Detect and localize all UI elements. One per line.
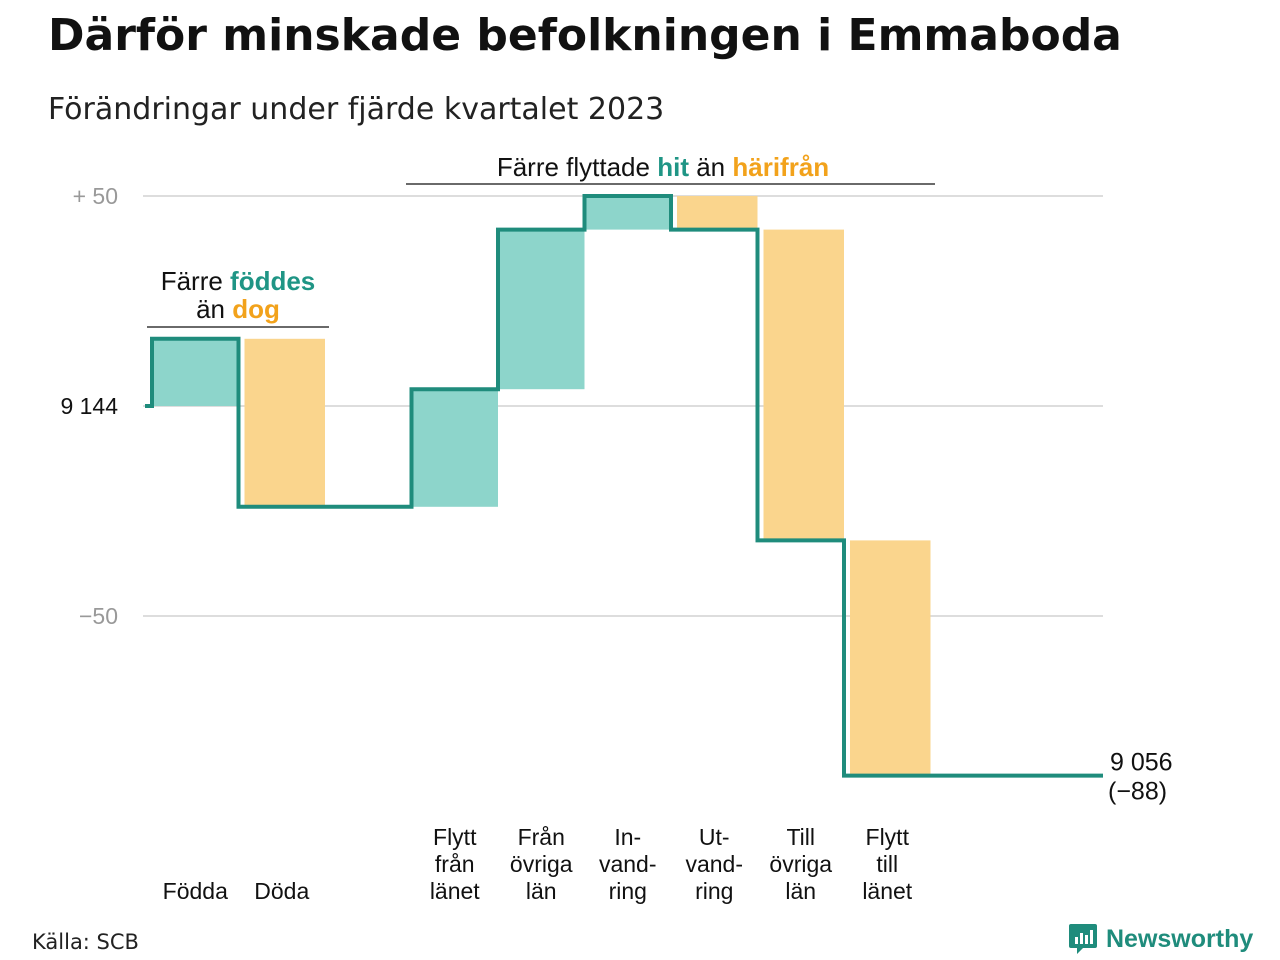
category-label: vand- [599,851,657,877]
annotation-births: än dog [196,294,280,324]
category-label: Från [518,824,565,850]
category-label: Till [786,824,815,850]
chart-subtitle: Förändringar under fjärde kvartalet 2023 [48,92,665,127]
category-label: Flytt [866,824,910,850]
category-label: ring [609,878,647,904]
bar-chart-speech-bubble-icon [1069,924,1097,954]
category-label: Flytt [433,824,477,850]
bar-födda [152,338,239,406]
source-note: Källa: SCB [32,930,139,954]
category-label: länet [430,878,480,904]
bar-in--vand--ring [584,196,671,230]
category-label: ring [695,878,733,904]
brand-name: Newsworthy [1106,924,1254,953]
bar-ut--vand--ring [677,196,758,230]
y-tick-label: −50 [79,603,118,629]
category-label: vand- [685,851,743,877]
annotation-migration: Färre flyttade hit än härifrån [497,152,829,182]
end-value-label: 9 056 [1110,749,1173,777]
category-label: övriga [769,851,832,877]
category-label: Ut- [699,824,730,850]
category-label: från [435,851,475,877]
category-label: län [785,878,816,904]
category-label: till [876,851,898,877]
y-tick-label: 9 144 [60,393,118,419]
bar-flytt-från-länet [411,389,498,507]
brand-logo: Newsworthy [1068,922,1253,956]
y-tick-label: + 50 [73,183,118,209]
category-label: län [526,878,557,904]
category-label: Döda [254,878,309,904]
annotation-births: Färre föddes [161,266,316,296]
cumulative-step-line [145,194,1103,778]
bar-flytt-till-länet [850,540,931,776]
category-label: In- [614,824,641,850]
chart-title: Därför minskade befolkningen i Emmaboda [48,10,1122,61]
bar-till-övriga-län [763,229,844,541]
bar-från-övriga-län [498,229,585,390]
net-change-label: (−88) [1108,778,1167,806]
category-label: Födda [163,878,228,904]
category-label: övriga [510,851,573,877]
bar-döda [244,338,325,507]
category-label: länet [862,878,912,904]
